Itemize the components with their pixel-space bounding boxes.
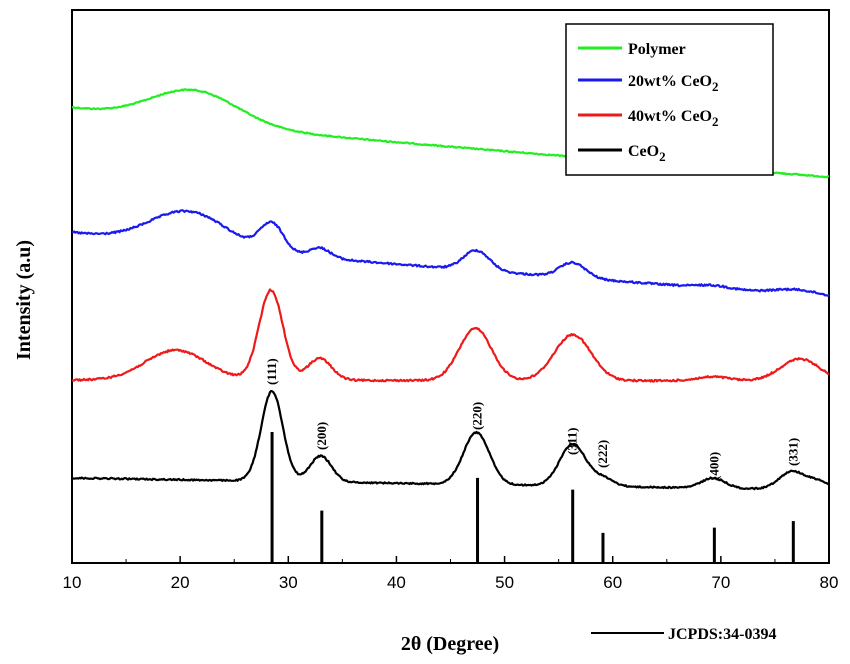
legend-label: CeO2 bbox=[628, 143, 666, 164]
legend-label: Polymer bbox=[628, 41, 686, 58]
series-line bbox=[71, 389, 830, 491]
hkl-label: (400) bbox=[706, 452, 721, 480]
x-tick-label: 80 bbox=[820, 573, 839, 592]
x-axis: 10 20 30 40 50 60 70 80 bbox=[63, 556, 839, 592]
hkl-label: (200) bbox=[314, 422, 329, 450]
series-line bbox=[71, 209, 830, 297]
hkl-label: (331) bbox=[785, 438, 800, 466]
x-tick-label: 30 bbox=[279, 573, 298, 592]
series-line bbox=[71, 288, 830, 383]
hkl-label: (111) bbox=[264, 358, 279, 385]
x-tick-label: 70 bbox=[711, 573, 730, 592]
reference-lines bbox=[270, 432, 795, 563]
x-tick-label: 60 bbox=[603, 573, 622, 592]
legend-label: 20wt% CeO2 bbox=[628, 73, 718, 94]
x-tick-label: 50 bbox=[495, 573, 514, 592]
hkl-label: (220) bbox=[470, 402, 485, 430]
x-tick-label: 10 bbox=[63, 573, 82, 592]
legend-label: 40wt% CeO2 bbox=[628, 108, 718, 129]
hkl-label: (311) bbox=[565, 428, 580, 455]
hkl-labels: (111) (200) (220) (311) (222) (400) (331) bbox=[264, 358, 800, 480]
hkl-label: (222) bbox=[595, 440, 610, 468]
reference-legend-label: JCPDS:34-0394 bbox=[668, 626, 776, 643]
x-axis-label: 2θ (Degree) bbox=[401, 633, 499, 655]
y-axis-label: Intensity (a.u) bbox=[13, 240, 35, 360]
reference-legend: JCPDS:34-0394 bbox=[591, 626, 776, 643]
x-tick-label: 20 bbox=[171, 573, 190, 592]
x-tick-label: 40 bbox=[387, 573, 406, 592]
legend: Polymer 20wt% CeO2 40wt% CeO2 CeO2 bbox=[565, 23, 774, 176]
